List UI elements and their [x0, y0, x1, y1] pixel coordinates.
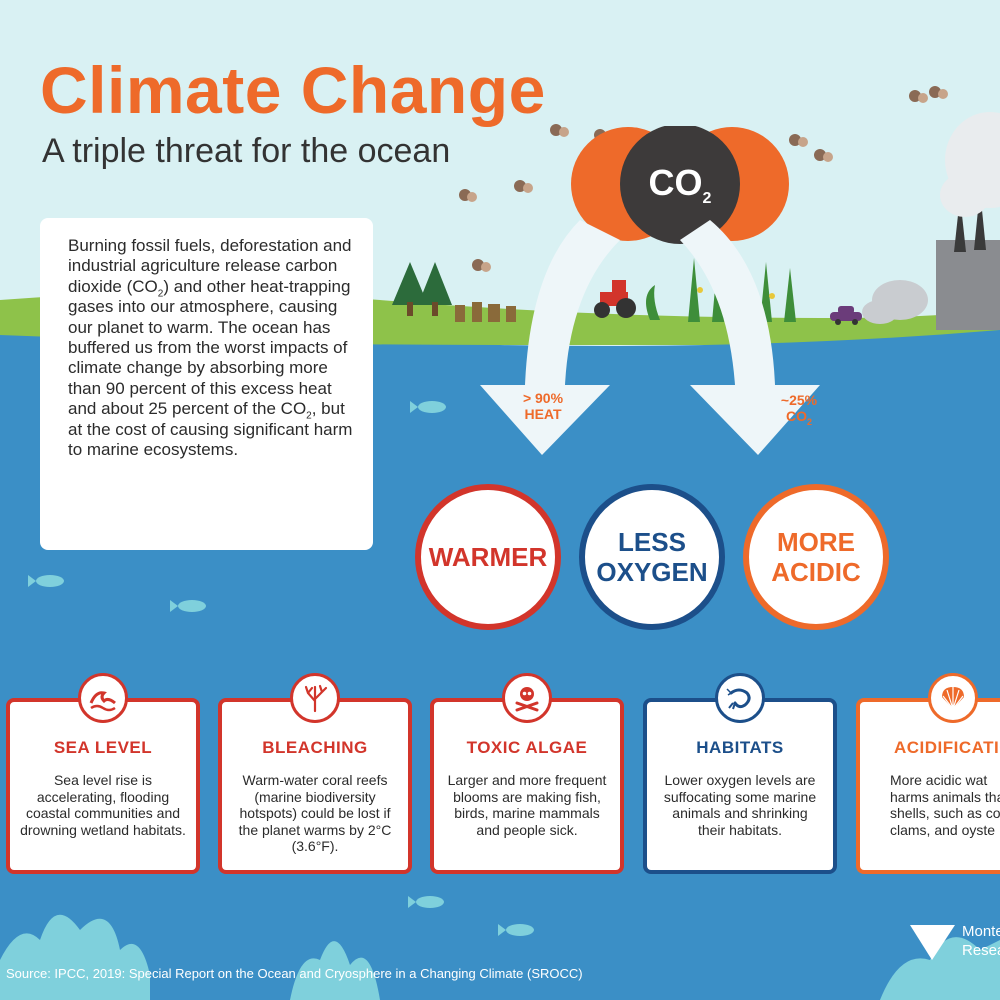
pine-trees-icon	[392, 262, 452, 316]
co2-arrow-icon	[680, 220, 820, 455]
card-title: SEA LEVEL	[53, 738, 153, 757]
card-title: HABITATS	[696, 738, 784, 757]
car-icon	[830, 306, 862, 325]
card-sea-level: SEA LEVEL Sea level rise is accelerating…	[6, 698, 200, 874]
logo-text: Monte Resea	[962, 923, 1000, 959]
page-subtitle: A triple threat for the ocean	[42, 132, 451, 170]
intro-text-2: ) and other heat-trapping gases into our…	[68, 276, 351, 419]
heat-arrow-icon	[480, 220, 620, 455]
card-acidification: ACIDIFICATIO More acidic wat harms anima…	[856, 698, 1000, 874]
card-description: Warm-water coral reefs (marine biodivers…	[238, 772, 392, 854]
card-description: Sea level rise is accelerating, flooding…	[20, 772, 186, 838]
shrimp-icon	[715, 673, 765, 723]
co2-molecule	[571, 126, 789, 244]
seaweed-icon	[0, 914, 1000, 1000]
tree-stumps-icon	[455, 302, 516, 322]
intro-text-3: , but at the cost of causing significant…	[68, 399, 353, 460]
factory-icon	[862, 112, 1000, 330]
card-description: Larger and more frequent blooms are maki…	[447, 772, 607, 838]
intro-sub-2: 2	[306, 410, 312, 422]
skull-crossbones-icon	[502, 673, 552, 723]
fish-icons	[28, 401, 534, 936]
coral-icon	[290, 673, 340, 723]
page-title: Climate Change	[40, 53, 546, 127]
card-bleaching: BLEACHING Warm-water coral reefs (marine…	[218, 698, 412, 874]
heat-arrow-label: > 90% HEAT	[522, 390, 564, 422]
card-title: BLEACHING	[262, 738, 368, 757]
wave-icon	[78, 673, 128, 723]
co2-arrow-label: ~25% CO2	[780, 392, 818, 427]
source-citation: Source: IPCC, 2019: Special Report on th…	[6, 966, 583, 981]
card-description: More acidic wat harms animals that shell…	[890, 772, 1000, 838]
threat-more-acidic: MORE ACIDIC	[743, 484, 889, 630]
logo-icon	[910, 925, 955, 960]
threat-less-oxygen: LESS OXYGEN	[579, 484, 725, 630]
card-title: ACIDIFICATIO	[894, 738, 1000, 757]
tractor-icon	[594, 280, 636, 318]
card-habitats: HABITATS Lower oxygen levels are suffoca…	[643, 698, 837, 874]
arrows	[480, 220, 820, 455]
card-title: TOXIC ALGAE	[466, 738, 588, 757]
co2-label: CO2	[648, 162, 712, 208]
intro-sub-1: 2	[157, 288, 164, 300]
intro-text-box: Burning fossil fuels, deforestation and …	[40, 218, 373, 550]
intro-text-1: Burning fossil fuels, deforestation and …	[68, 236, 352, 296]
card-description: Lower oxygen levels are suffocating some…	[663, 772, 817, 838]
threat-warmer: WARMER	[415, 484, 561, 630]
card-toxic-algae: TOXIC ALGAE Larger and more frequent blo…	[430, 698, 624, 874]
shell-icon	[928, 673, 978, 723]
